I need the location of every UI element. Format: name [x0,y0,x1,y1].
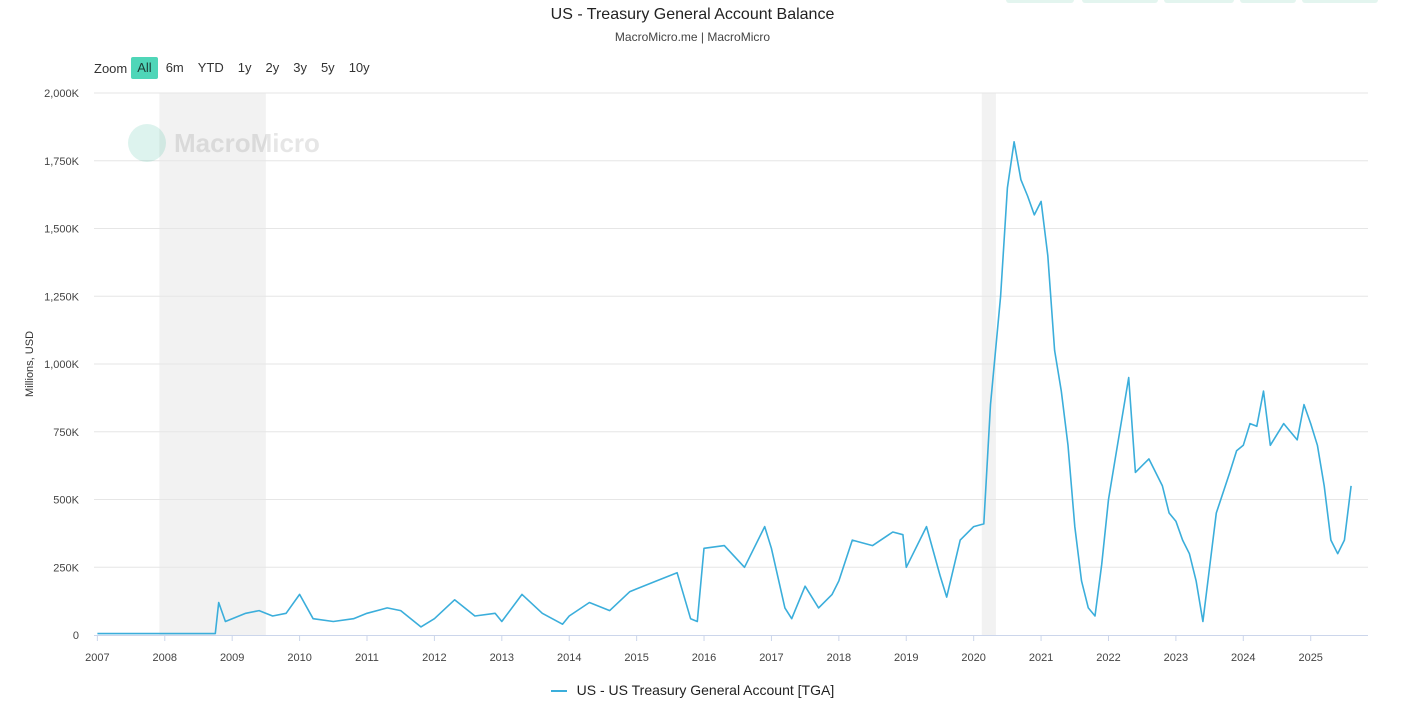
x-tick-label: 2019 [894,652,918,664]
x-tick-label: 2022 [1096,652,1120,664]
zoom-10y-button[interactable]: 10y [348,60,370,75]
zoom-bar: Zoom All 6m YTD 1y 2y 3y 5y 10y [94,57,378,79]
x-tick-label: 2021 [1029,652,1053,664]
top-tab-4[interactable] [1240,0,1296,3]
y-axis-ticks: 0 250K 500K 750K 1,000K 1,250K 1,500K 1,750K 2,0… [44,88,80,642]
zoom-3y-button[interactable]: 3y [293,60,307,75]
chart-subtitle: MacroMicro.me | MacroMicro [614,30,771,44]
y-tick-label: 2,000K [44,88,80,100]
x-tick-label: 2014 [557,652,581,664]
top-tab-5[interactable] [1302,0,1378,3]
grid-lines [94,92,1368,568]
macromicro-logo-icon [128,124,166,162]
zoom-all-button[interactable]: All [131,57,158,79]
zoom-6m-button[interactable]: 6m [165,60,184,75]
y-tick-label: 250K [53,562,79,574]
x-tick-label: 2007 [85,652,109,664]
y-tick-label: 1,000K [44,359,80,371]
top-tab-3[interactable] [1164,0,1234,3]
x-tick-label: 2018 [827,652,851,664]
x-tick-label: 2020 [961,652,985,664]
y-tick-label: 750K [53,427,79,439]
top-tab-2[interactable] [1082,0,1158,3]
zoom-label: Zoom [94,60,128,76]
x-tick-label: 2016 [692,652,716,664]
x-tick-label: 2013 [490,652,514,664]
x-tick-label: 2012 [422,652,446,664]
y-tick-label: 500K [53,495,79,507]
y-tick-label: 1,250K [44,291,80,303]
chart-title: US - Treasury General Account Balance [550,6,835,23]
x-tick-label: 2017 [759,652,783,664]
x-tick-label: 2009 [220,652,244,664]
y-tick-label: 1,750K [44,156,80,168]
legend-label: US - US Treasury General Account [TGA] [576,682,835,698]
x-tick-label: 2025 [1298,652,1322,664]
zoom-2y-button[interactable]: 2y [265,60,280,75]
x-tick-label: 2008 [153,652,177,664]
x-tick-label: 2011 [355,652,379,664]
zoom-1y-button[interactable]: 1y [237,60,252,75]
series-line-0[interactable] [97,141,1352,635]
legend-swatch [550,690,567,693]
watermark-text: MacroMicro [174,127,320,158]
series-lines [97,141,1352,635]
zoom-ytd-button[interactable]: YTD [197,60,224,75]
x-tick-label: 2023 [1164,652,1188,664]
legend[interactable]: US - US Treasury General Account [TGA] [0,682,1385,698]
x-tick-label: 2015 [624,652,648,664]
x-tick-label: 2024 [1231,652,1255,664]
x-axis-ticks: 2007 2008 2009 2010 2011 2012 2013 2014 2015 2016… [85,635,1323,664]
zoom-5y-button[interactable]: 5y [320,60,335,75]
y-tick-label: 0 [73,630,79,642]
watermark: MacroMicro [128,124,320,162]
y-tick-label: 1,500K [44,224,80,236]
x-tick-label: 2010 [287,652,311,664]
y-axis-label: Millions, USD [24,331,36,397]
top-tab-1[interactable] [1006,0,1074,3]
